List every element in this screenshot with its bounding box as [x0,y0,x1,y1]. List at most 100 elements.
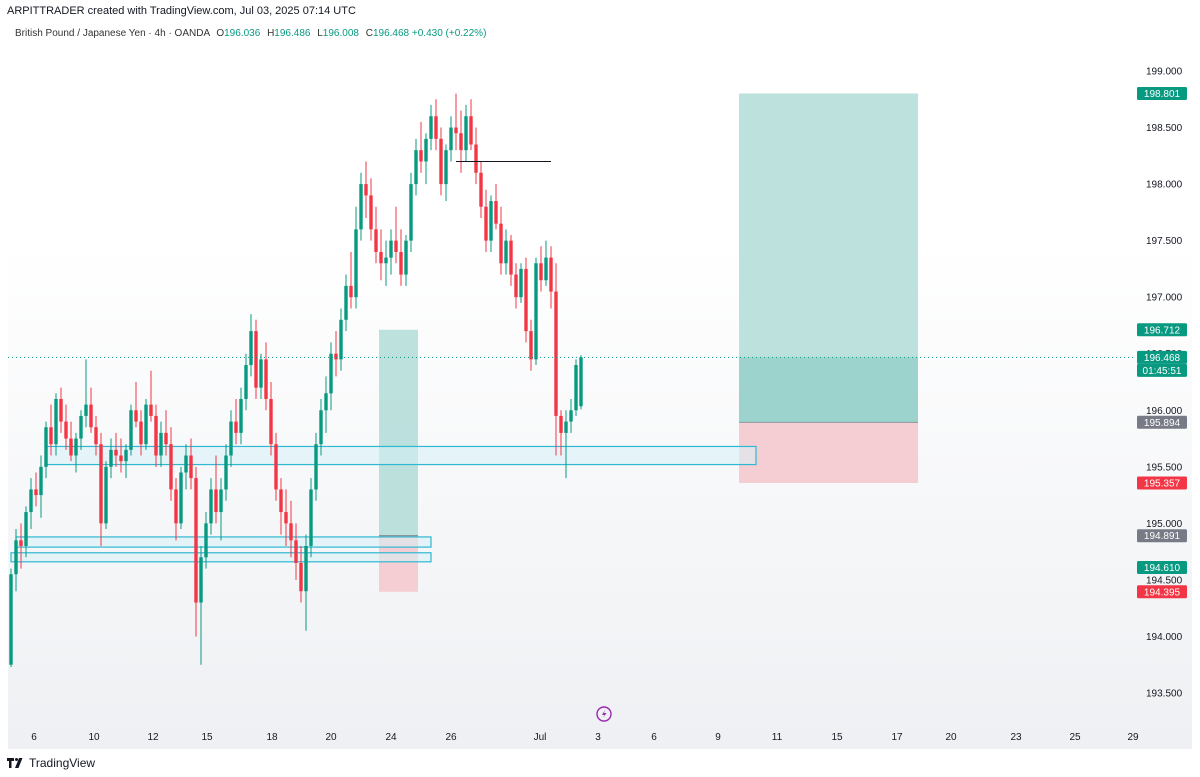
demand-zone-rect[interactable] [45,445,757,466]
candle [174,478,178,541]
candle [459,110,463,173]
candle [74,432,78,473]
ohlc-low: 196.008 [322,28,359,39]
price-axis[interactable]: 193.500 194.000 194.500 195.000 195.500 196.0… [1146,67,1183,700]
candle-body [204,523,208,558]
candle [134,382,138,428]
candle [184,444,188,490]
ohlc-open-label: O [216,28,225,39]
x-tick-label: 25 [1069,732,1081,743]
chart-pane[interactable] [8,22,1192,749]
candle-body [429,116,433,139]
x-tick-label: 12 [147,732,159,743]
candle-body [474,144,478,173]
candle-body [349,285,353,298]
candle-body [209,489,213,524]
candle-body [219,489,223,513]
annotation-layer [8,160,1136,722]
candle [79,410,83,450]
candle-body [109,449,113,467]
candle-body [439,138,443,185]
candle [574,359,578,416]
position-layer[interactable] [379,93,918,592]
candle [324,376,328,433]
candle-body [529,331,533,360]
candle [334,331,338,377]
tradingview-brand[interactable]: TradingView [7,756,95,770]
symbol-legend: British Pound / Japanese Yen · 4h · OAND… [15,28,486,39]
x-tick-label: 20 [945,732,957,743]
y-tick-label: 195.000 [1146,519,1183,530]
ohlc-change: +0.430 (+0.22%) [411,28,487,39]
candle-body [369,195,373,230]
demand-zone-rect[interactable] [10,552,432,563]
candle [114,432,118,467]
candle [9,568,13,667]
candle-body [334,353,338,360]
price-label-text: 196.712 [1144,325,1181,336]
x-tick-label: 17 [891,732,903,743]
candle-body [384,257,388,264]
candle-body [314,444,318,490]
candle [54,393,58,456]
candle-body [124,449,128,462]
x-tick-label: 23 [1010,732,1022,743]
position-target-zone[interactable] [379,329,418,536]
candle-body [374,229,378,252]
candle [294,523,298,580]
ohlc-open: 196.036 [224,28,261,39]
x-tick-label: 3 [595,732,601,743]
candle [544,240,548,286]
candle-body [394,240,398,252]
candle [109,438,113,479]
candle-body [574,365,578,411]
candle-body [119,455,123,462]
x-tick-label: 15 [831,732,843,743]
candle [349,251,353,309]
candle-body [539,263,543,281]
candle-body [404,240,408,275]
price-label-text: 195.894 [1144,418,1181,429]
candle-body [559,415,563,433]
candle-body [269,398,273,445]
candle [179,466,183,530]
candle [419,121,423,173]
candle-body [94,427,98,445]
lightning-icon[interactable] [596,706,612,722]
candle-body [239,398,243,433]
x-tick-label: Jul [534,732,547,743]
candle-body [64,421,68,439]
candle [539,246,543,292]
candle-body [319,410,323,445]
candle [479,161,483,219]
price-label-text: 195.357 [1144,478,1181,489]
price-chart[interactable]: 193.500 194.000 194.500 195.000 195.500 196.0… [0,0,1200,749]
price-label-text: 196.468 [1144,353,1181,364]
x-tick-label: 6 [651,732,657,743]
x-tick-label: 10 [88,732,100,743]
candle-body [509,240,513,275]
candle-body [469,116,473,145]
ohlc-high-label: H [267,28,275,39]
candle [39,455,43,518]
zone-layer[interactable] [10,445,757,563]
x-tick-label: 9 [715,732,721,743]
candle [364,161,368,219]
candle [494,184,498,230]
candle-body [329,353,333,394]
x-tick-label: 26 [445,732,457,743]
x-tick-label: 6 [31,732,37,743]
candle [154,404,158,467]
candle-body [379,251,383,264]
candle-body [359,184,363,230]
time-axis[interactable]: 6 10 12 15 18 20 24 26 Jul 3 6 9 11 15 17 20 23 25 29 [31,732,1139,743]
position-stop-zone[interactable] [739,422,918,483]
candle-body [459,133,463,151]
candle [384,240,388,286]
candle [104,461,108,530]
candle [34,472,38,507]
candle-body [569,410,573,422]
candle [249,314,253,377]
candle-body [84,404,88,416]
demand-zone-rect[interactable] [15,536,432,548]
